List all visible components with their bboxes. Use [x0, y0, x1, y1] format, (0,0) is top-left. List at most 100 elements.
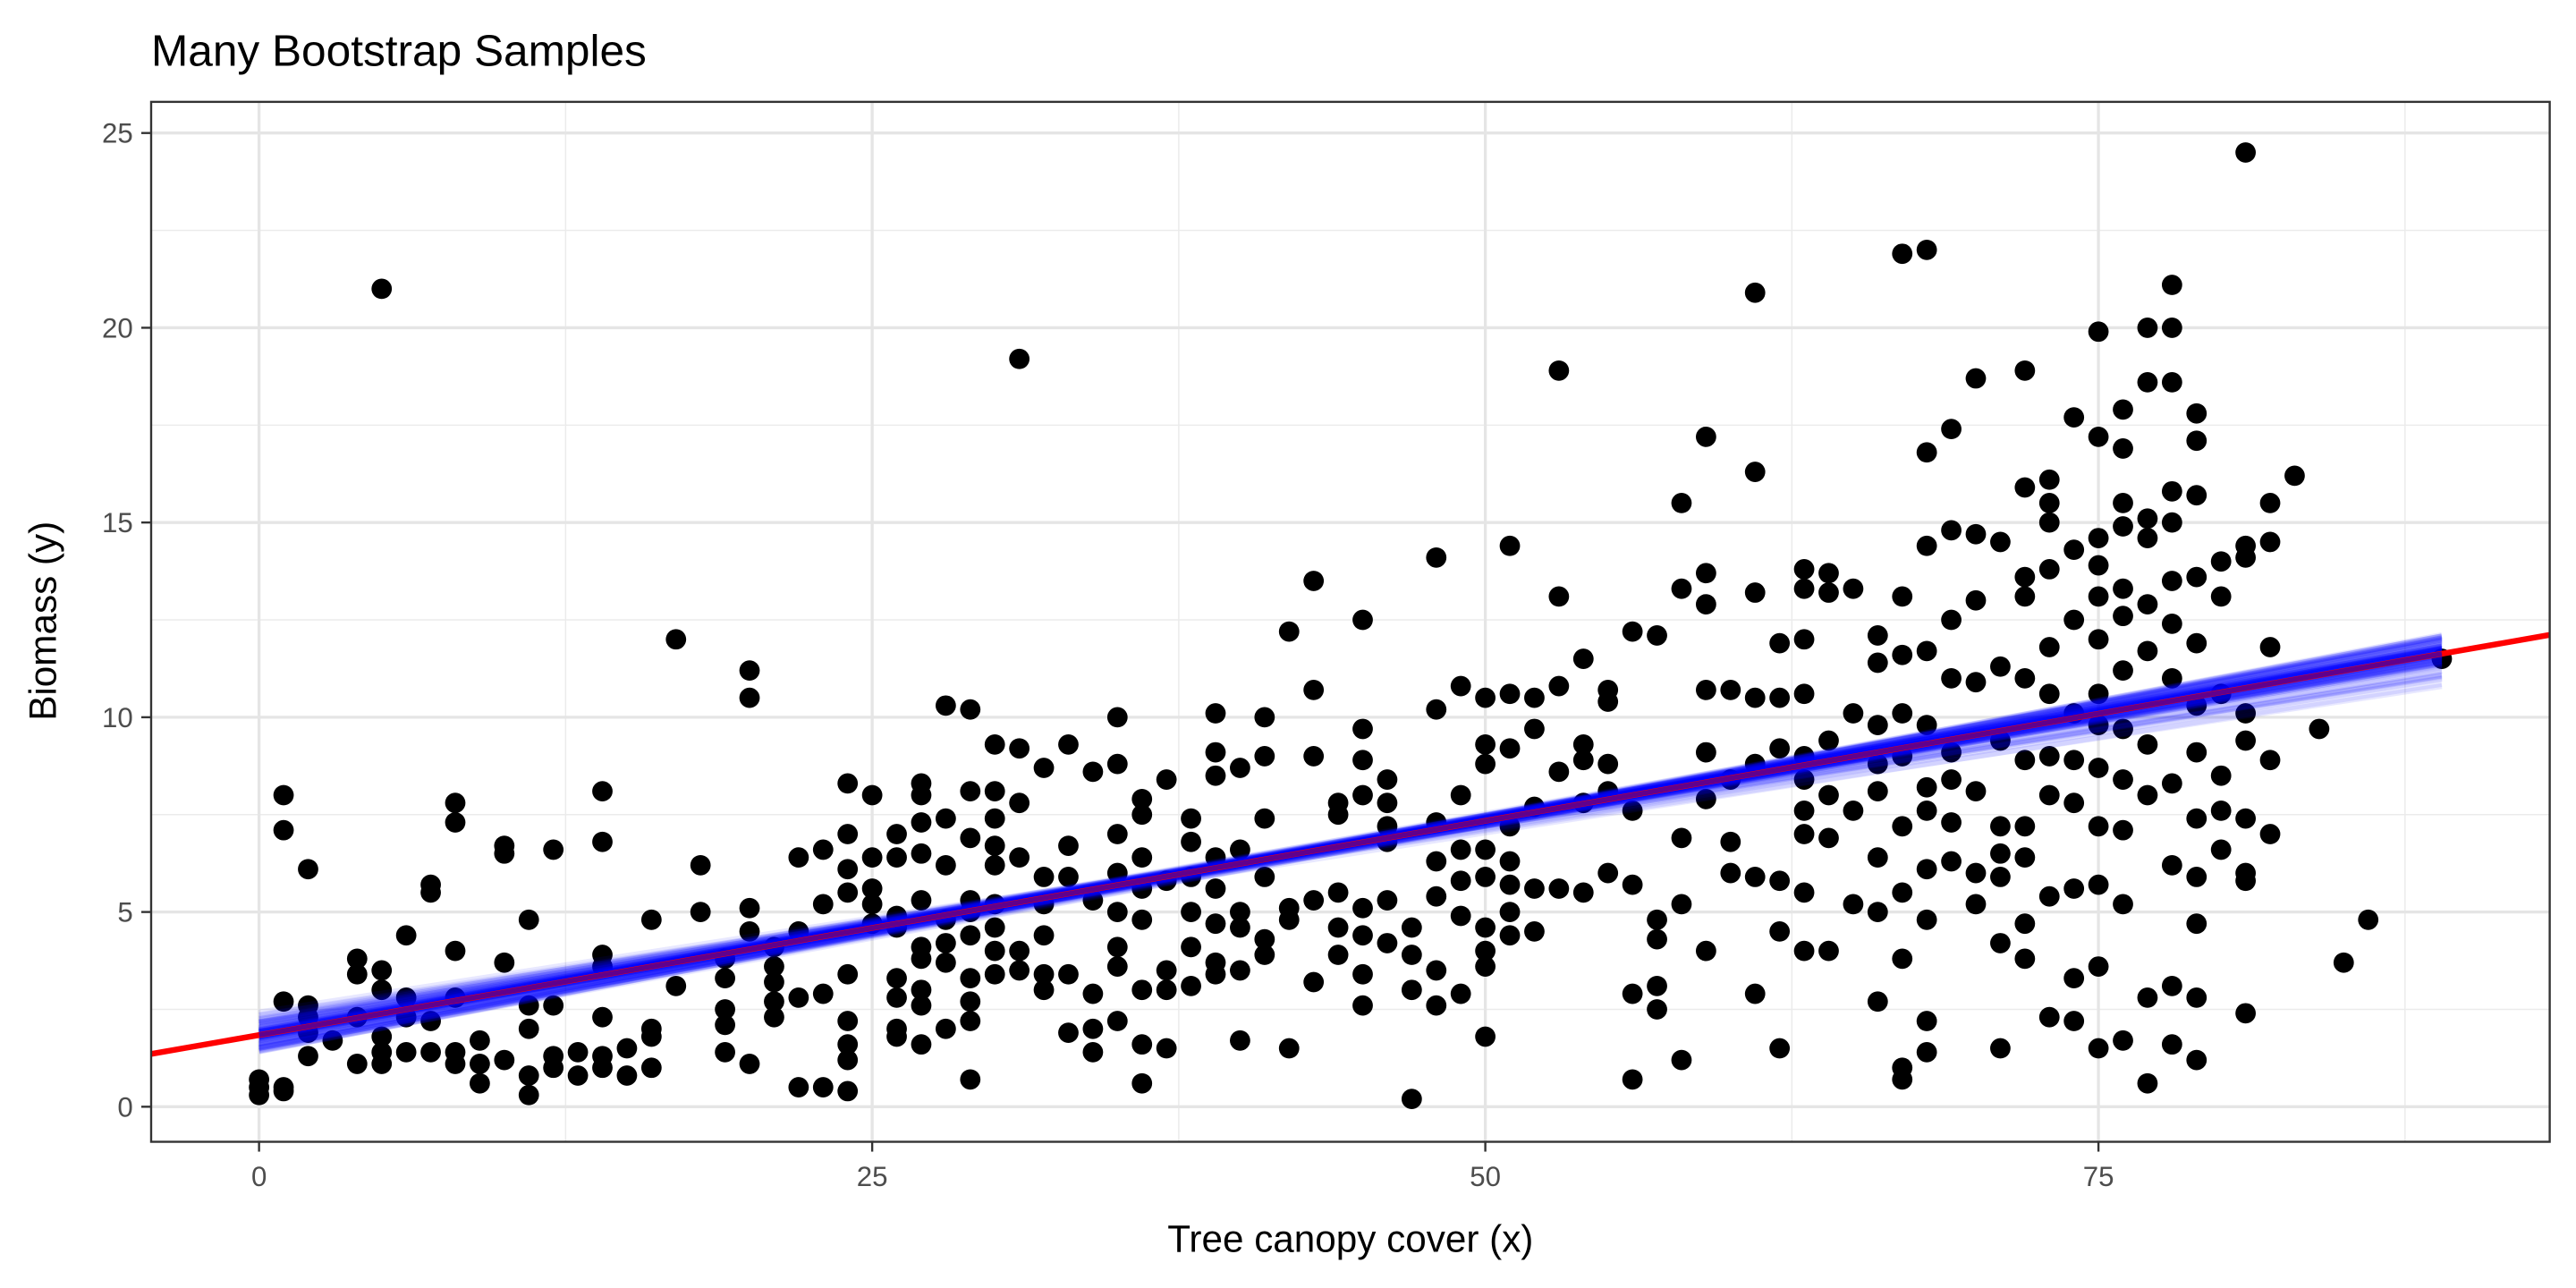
data-point: [1965, 589, 1987, 611]
data-point: [1156, 1038, 1177, 1059]
data-point: [1377, 769, 1398, 790]
data-point: [395, 925, 417, 946]
data-point: [1597, 753, 1619, 775]
data-point: [273, 784, 294, 806]
data-point: [2113, 438, 2133, 459]
data-point: [1377, 816, 1398, 837]
data-point: [1230, 1030, 1250, 1051]
data-point: [911, 843, 932, 864]
bootstrap-line: [258, 633, 2443, 1047]
data-point: [1352, 609, 1373, 631]
data-point: [2113, 660, 2133, 682]
data-point: [2235, 703, 2256, 724]
data-point: [2038, 637, 2060, 657]
data-point: [1941, 851, 1962, 872]
data-point: [1205, 703, 1226, 724]
data-point: [1647, 975, 1667, 996]
data-point: [1892, 703, 1913, 724]
data-point: [1082, 761, 1104, 783]
data-point: [2186, 695, 2207, 716]
data-point: [1352, 784, 1373, 806]
bootstrap-line: [258, 671, 2443, 1026]
data-point: [1352, 925, 1373, 946]
data-point: [2161, 372, 2182, 393]
data-point: [1695, 680, 1716, 700]
data-point: [1867, 715, 1888, 735]
data-point: [494, 843, 515, 864]
data-point: [1867, 625, 1888, 646]
data-point: [1278, 909, 1300, 930]
data-point: [1941, 419, 1962, 440]
data-point: [1572, 648, 1594, 669]
data-point: [2161, 854, 2182, 876]
data-point: [2259, 637, 2281, 657]
data-point: [543, 995, 564, 1016]
data-point: [1671, 493, 1692, 513]
data-point: [2014, 913, 2036, 935]
data-point: [1916, 640, 1937, 662]
data-point: [2038, 746, 2060, 767]
data-point: [1499, 925, 1521, 946]
data-point: [1131, 804, 1153, 826]
data-point: [1475, 917, 1496, 938]
data-point: [1156, 979, 1177, 1001]
data-point: [1278, 621, 1300, 642]
data-point: [1058, 867, 1079, 887]
data-point: [739, 1054, 760, 1074]
data-point: [1009, 348, 1030, 369]
data-point: [395, 987, 417, 1008]
data-point: [2259, 531, 2281, 553]
data-point: [2161, 275, 2182, 295]
data-point: [592, 831, 613, 852]
points: [249, 142, 2453, 1110]
data-point: [1524, 687, 1545, 708]
data-point: [371, 1026, 393, 1047]
data-point: [1941, 741, 1962, 763]
data-point: [1744, 867, 1766, 887]
y-tick-label: 25: [102, 118, 133, 149]
data-point: [567, 1065, 589, 1086]
data-point: [1990, 730, 2011, 751]
data-point: [1867, 781, 1888, 802]
data-point: [2161, 480, 2182, 502]
data-point: [1352, 897, 1373, 919]
x-axis-label: Tree canopy cover (x): [1167, 1218, 1533, 1260]
data-point: [2038, 559, 2060, 580]
data-point: [1524, 920, 1545, 942]
data-point: [371, 278, 393, 300]
data-point: [1131, 1072, 1153, 1094]
data-point: [1793, 559, 1815, 580]
data-point: [1744, 753, 1766, 775]
data-point: [1622, 621, 1643, 642]
data-point: [1769, 738, 1791, 759]
data-point: [911, 812, 932, 833]
data-point: [1205, 765, 1226, 786]
data-point: [322, 1030, 343, 1051]
data-point: [1058, 835, 1079, 856]
data-point: [984, 781, 1005, 802]
data-point: [739, 660, 760, 682]
x-tick-label: 0: [251, 1161, 267, 1192]
data-point: [1475, 940, 1496, 962]
fit-lines: [150, 631, 2551, 1057]
data-point: [1744, 582, 1766, 603]
data-point: [1254, 707, 1275, 728]
data-point: [1769, 870, 1791, 892]
data-point: [2113, 606, 2133, 627]
bootstrap-line: [258, 682, 2443, 1019]
data-point: [494, 952, 515, 973]
data-point: [1475, 733, 1496, 755]
data-point: [1082, 1018, 1104, 1039]
data-point: [2113, 718, 2133, 740]
data-point: [837, 824, 859, 844]
data-point: [1892, 586, 1913, 607]
data-point: [1793, 769, 1815, 790]
data-point: [1990, 1038, 2011, 1059]
y-tick-label: 10: [102, 702, 133, 733]
data-point: [2038, 493, 2060, 513]
data-point: [911, 948, 932, 970]
data-point: [470, 1054, 490, 1074]
data-point: [1499, 683, 1521, 705]
data-point: [518, 995, 539, 1016]
data-point: [861, 847, 883, 869]
